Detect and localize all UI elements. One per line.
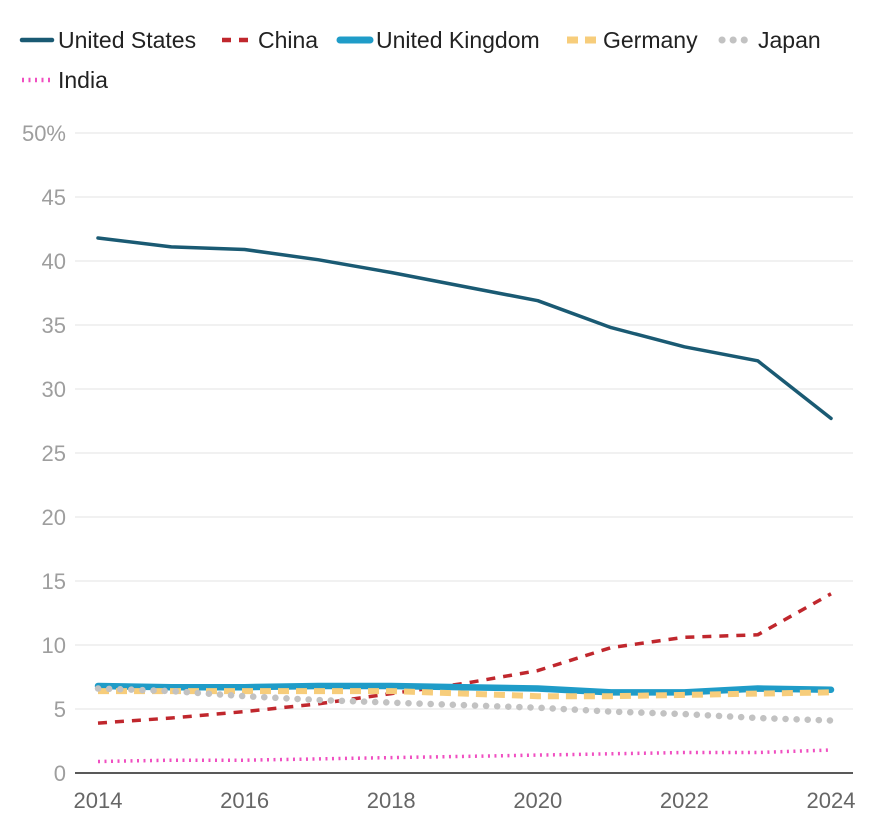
legend-item-germany: Germany	[567, 27, 698, 53]
gridlines	[75, 132, 853, 710]
legend-label: Germany	[603, 27, 698, 53]
x-tick-label: 2014	[74, 788, 123, 813]
legend-item-united-states: United States	[19, 27, 196, 53]
x-tick-label: 2020	[513, 788, 562, 813]
legend-item-china: China	[222, 27, 318, 53]
y-tick-label: 45	[42, 185, 66, 210]
x-tick-label: 2016	[220, 788, 269, 813]
y-tick-label: 5	[54, 697, 66, 722]
y-axis: 0 5 10 15 20 25 30 35 40 45 50%	[22, 121, 66, 786]
y-tick-label: 25	[42, 441, 66, 466]
x-axis: 2014 2016 2018 2020 2022 2024	[74, 772, 856, 813]
y-tick-label: 10	[42, 633, 66, 658]
legend: United States China United Kingdom Germany J…	[19, 27, 821, 93]
x-tick-label: 2018	[367, 788, 416, 813]
series-line-india	[97, 748, 832, 764]
y-tick-label: 0	[54, 761, 66, 786]
series-line-united-states	[96, 236, 833, 421]
x-tick-label: 2024	[807, 788, 856, 813]
series-line-china	[97, 592, 832, 725]
series-line-united-kingdom	[94, 682, 835, 696]
y-tick-label: 50%	[22, 121, 66, 146]
legend-item-japan: Japan	[718, 27, 821, 53]
legend-item-united-kingdom: United Kingdom	[336, 27, 540, 53]
legend-label: United States	[58, 27, 196, 53]
series-lines	[94, 236, 835, 764]
legend-item-india: India	[22, 67, 108, 93]
y-tick-label: 15	[42, 569, 66, 594]
legend-label: India	[58, 67, 108, 93]
y-tick-label: 35	[42, 313, 66, 338]
series-line-germany	[98, 688, 832, 700]
x-tick-label: 2022	[660, 788, 709, 813]
y-tick-label: 40	[42, 249, 66, 274]
legend-label: United Kingdom	[376, 27, 540, 53]
series-line-japan	[94, 685, 835, 724]
y-tick-label: 20	[42, 505, 66, 530]
y-tick-label: 30	[42, 377, 66, 402]
legend-label: Japan	[758, 27, 821, 53]
legend-label: China	[258, 27, 318, 53]
